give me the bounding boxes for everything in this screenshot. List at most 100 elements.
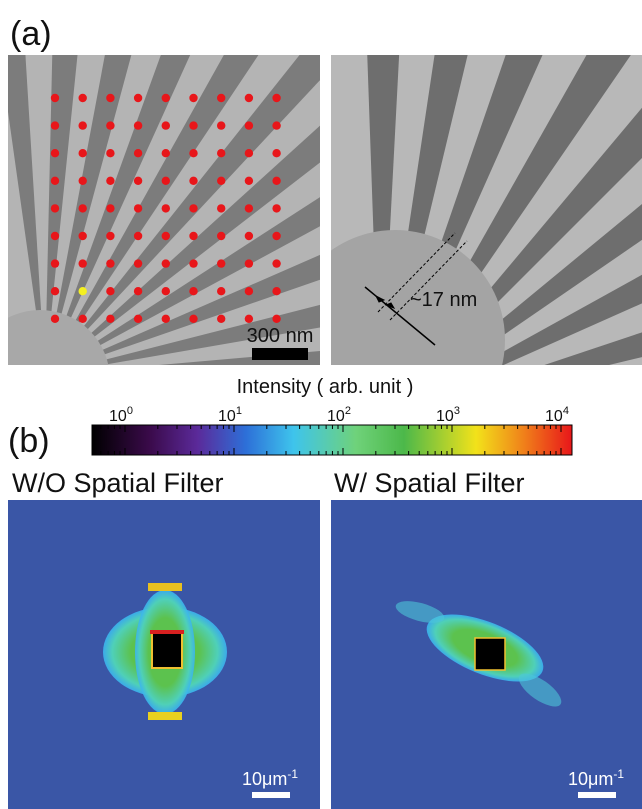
scan-dot [189, 177, 197, 185]
scale-bar [578, 792, 616, 798]
scan-dot [272, 204, 280, 212]
scan-dot [134, 315, 142, 323]
scan-dot [51, 232, 59, 240]
scan-dot [134, 149, 142, 157]
scan-dot [217, 204, 225, 212]
scan-dot [162, 177, 170, 185]
scan-dot [189, 315, 197, 323]
scan-dot [79, 94, 87, 102]
scan-dot [189, 94, 197, 102]
scan-dot [272, 259, 280, 267]
scan-dot [106, 177, 114, 185]
scan-dot [162, 259, 170, 267]
scan-dot [79, 315, 87, 323]
scan-dot [245, 315, 253, 323]
scan-dot [79, 232, 87, 240]
scan-dot [51, 121, 59, 129]
image-title: W/ Spatial Filter [334, 468, 525, 498]
scan-dot [217, 149, 225, 157]
scan-dot [189, 259, 197, 267]
scan-dot [51, 259, 59, 267]
scan-dot [189, 204, 197, 212]
scan-dot [245, 287, 253, 295]
scan-dot [217, 287, 225, 295]
scan-dot [217, 177, 225, 185]
tick-base: 10 [436, 408, 454, 425]
scan-dot [245, 94, 253, 102]
scan-dot [272, 232, 280, 240]
scan-dot [189, 149, 197, 157]
scan-dot [106, 232, 114, 240]
tick-base: 10 [545, 408, 563, 425]
scan-dot [79, 177, 87, 185]
scan-dot [106, 149, 114, 157]
colorbar-tick-label: 104 [545, 405, 569, 425]
scan-dot [51, 204, 59, 212]
scan-dot [189, 287, 197, 295]
scan-dot [79, 121, 87, 129]
scan-dot [162, 315, 170, 323]
scan-dot [134, 121, 142, 129]
scan-dot [106, 121, 114, 129]
scan-dot [162, 94, 170, 102]
scan-dot [245, 204, 253, 212]
scan-dot [189, 121, 197, 129]
scale-bar-label: 300 nm [247, 325, 314, 347]
tick-base: 10 [218, 408, 236, 425]
scan-dot [51, 94, 59, 102]
panel-label: (b) [8, 422, 50, 460]
scan-dot [245, 259, 253, 267]
colorbar-tick-label: 103 [436, 405, 460, 425]
tick-exponent: 2 [345, 405, 351, 417]
scan-dot [272, 287, 280, 295]
scan-dot [134, 287, 142, 295]
tick-exponent: 3 [454, 405, 460, 417]
colorbar-tick-label: 100 [109, 405, 133, 425]
scan-dot [217, 315, 225, 323]
scan-dot [134, 204, 142, 212]
scan-positions [51, 94, 281, 323]
scan-dot [245, 149, 253, 157]
scan-dot [162, 232, 170, 240]
scan-dot [162, 149, 170, 157]
scan-dot [79, 204, 87, 212]
scan-dot [134, 94, 142, 102]
tick-base: 10 [327, 408, 345, 425]
measurement-label: ~17 nm [410, 289, 477, 311]
scan-dot [162, 121, 170, 129]
scan-dot [51, 177, 59, 185]
scan-dot [217, 121, 225, 129]
scan-dot [51, 315, 59, 323]
scan-dot [51, 287, 59, 295]
scan-dot [245, 121, 253, 129]
colorbar-tick-label: 102 [327, 405, 351, 425]
diffraction-image-left [8, 500, 320, 809]
scan-dot [189, 232, 197, 240]
scan-dot [162, 204, 170, 212]
scan-dot [79, 259, 87, 267]
scan-dot [272, 94, 280, 102]
panel-label: (a) [10, 15, 52, 53]
scan-dot [217, 94, 225, 102]
colorbar [92, 425, 572, 455]
scan-dot [79, 287, 87, 295]
colorbar-tick-label: 101 [218, 405, 242, 425]
tick-base: 10 [109, 408, 127, 425]
scan-dot [134, 177, 142, 185]
scan-dot [134, 232, 142, 240]
scale-bar [252, 792, 290, 798]
scan-dot [245, 232, 253, 240]
scan-dot [106, 94, 114, 102]
scan-dot [272, 121, 280, 129]
tick-exponent: 4 [563, 405, 569, 417]
scan-dot [272, 149, 280, 157]
colorbar-title: Intensity ( arb. unit ) [237, 376, 414, 398]
scan-dot [162, 287, 170, 295]
diffraction-image-right [331, 500, 642, 809]
scan-dot [272, 315, 280, 323]
scan-dot [272, 177, 280, 185]
scan-dot [79, 149, 87, 157]
scan-dot [106, 259, 114, 267]
tick-exponent: 1 [236, 405, 242, 417]
image-title: W/O Spatial Filter [12, 468, 224, 498]
